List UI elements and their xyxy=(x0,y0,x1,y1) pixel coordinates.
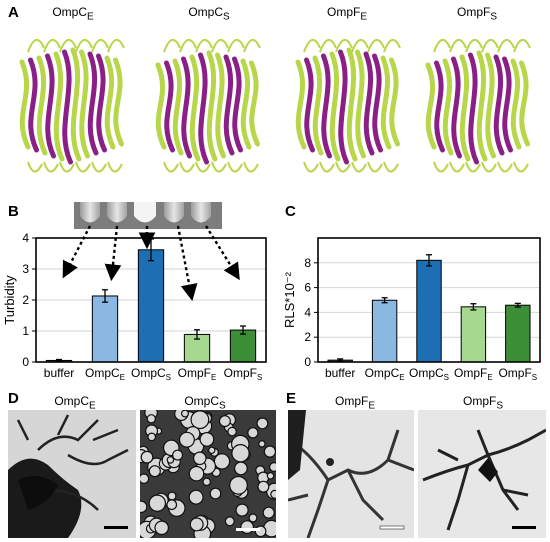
vial-photo-graphic xyxy=(80,202,211,223)
em-image-ompf-s xyxy=(418,410,546,538)
panel-letter-e: E xyxy=(286,390,297,407)
em-image-ompf-e xyxy=(288,410,414,538)
scale-bar xyxy=(104,526,128,529)
y-tick-label: 1 xyxy=(22,324,29,338)
vial-photo xyxy=(74,202,222,229)
beta-barrel-ompc-s xyxy=(155,39,261,173)
beta-barrel-ompc-e xyxy=(19,39,125,173)
bar-ompf-e xyxy=(460,306,487,363)
scale-bar xyxy=(379,525,405,530)
structure-label-1: OmpCE xyxy=(52,5,94,23)
beta-barrel-ompf-s xyxy=(425,39,531,173)
scale-bar xyxy=(512,526,536,529)
em-image-ompc-e xyxy=(8,410,136,538)
y-tick-label: 2 xyxy=(304,330,311,344)
y-tick-label: 0 xyxy=(304,355,311,369)
vial-arrow xyxy=(62,225,92,279)
bar-ompc-e xyxy=(371,299,398,363)
vial-3 xyxy=(134,202,156,223)
protein-structure-ompf-e xyxy=(295,39,401,173)
y-tick-label: 6 xyxy=(304,281,311,295)
em-image-ompc-s xyxy=(140,410,276,538)
protein-structure-ompf-s xyxy=(425,39,531,173)
bar-ompf-s xyxy=(505,304,531,363)
x-tick-label: OmpFS xyxy=(224,366,263,382)
x-tick-label: buffer xyxy=(44,366,74,380)
x-tick-label: OmpFE xyxy=(454,366,493,382)
vial-5 xyxy=(191,202,211,223)
x-tick-label: OmpCE xyxy=(85,366,125,382)
y-tick-label: 2 xyxy=(22,293,29,307)
y-axis-label: Turbidity xyxy=(2,275,17,325)
vial-2 xyxy=(107,202,127,223)
vial-arrow xyxy=(204,225,240,281)
x-tick-label: OmpCS xyxy=(131,366,171,382)
bar-ompc-s xyxy=(416,259,442,363)
x-tick-label: OmpFS xyxy=(498,366,537,382)
structure-label-3: OmpFE xyxy=(326,5,367,23)
em-label-ompf-e: OmpFE xyxy=(334,394,375,412)
bar-ompc-e xyxy=(91,295,119,363)
em-label-ompf-s: OmpFS xyxy=(462,394,503,412)
panel-letter-a: A xyxy=(8,4,19,21)
panel-letter-c: C xyxy=(285,203,296,220)
vial-arrow xyxy=(104,225,122,282)
panel-letter-d: D xyxy=(8,390,19,407)
rls-chart: 0 2 4 6 8 buffer OmpCE OmpCS OmpFE OmpFS RLS*10⁻² xyxy=(282,237,541,382)
bar-ompc-s xyxy=(137,249,165,363)
x-tick-label: OmpFE xyxy=(178,366,217,382)
turbidity-chart: 0 1 2 3 4 buffer OmpCE OmpCS OmpFE OmpFS Turbidity xyxy=(2,225,267,382)
y-axis-label: RLS*10⁻² xyxy=(282,271,297,328)
beta-barrel-ompf-e xyxy=(295,39,401,173)
protein-structure-ompc-s xyxy=(155,39,261,173)
vesicle-network xyxy=(140,410,276,538)
protein-structure-ompc-e xyxy=(19,39,125,173)
vial-4 xyxy=(164,202,184,223)
vial-arrow xyxy=(176,225,198,302)
structure-label-2: OmpCS xyxy=(188,5,230,23)
structure-label-4: OmpFS xyxy=(456,5,497,23)
em-label-ompc-e: OmpCE xyxy=(54,394,96,412)
scale-bar xyxy=(236,528,260,531)
x-tick-label: OmpCE xyxy=(365,366,405,382)
x-tick-label: OmpCS xyxy=(409,366,449,382)
vial-1 xyxy=(80,202,100,223)
em-label-ompc-s: OmpCS xyxy=(184,394,226,412)
panel-letter-b: B xyxy=(8,203,19,220)
y-tick-label: 4 xyxy=(304,305,311,319)
y-tick-label: 8 xyxy=(304,256,311,270)
y-tick-label: 4 xyxy=(22,231,29,245)
y-tick-label: 3 xyxy=(22,262,29,276)
bar-ompf-s xyxy=(229,329,257,363)
plot-frame xyxy=(317,237,541,363)
y-tick-label: 0 xyxy=(22,355,29,369)
x-tick-label: buffer xyxy=(325,366,355,380)
